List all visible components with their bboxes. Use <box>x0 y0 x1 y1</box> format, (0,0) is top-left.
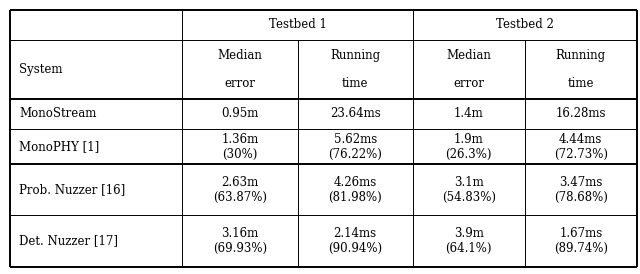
Text: 3.47ms
(78.68%): 3.47ms (78.68%) <box>554 176 608 204</box>
Text: 1.67ms
(89.74%): 1.67ms (89.74%) <box>554 227 608 255</box>
Text: 23.64ms: 23.64ms <box>330 107 381 120</box>
Text: Running

time: Running time <box>330 49 380 90</box>
Text: 1.4m: 1.4m <box>454 107 484 120</box>
Text: System: System <box>19 63 63 76</box>
Text: 1.36m
(30%): 1.36m (30%) <box>221 133 259 161</box>
Text: MonoPHY [1]: MonoPHY [1] <box>19 140 99 153</box>
Text: Prob. Nuzzer [16]: Prob. Nuzzer [16] <box>19 183 125 196</box>
Text: 16.28ms: 16.28ms <box>556 107 606 120</box>
Text: Testbed 1: Testbed 1 <box>269 18 326 31</box>
Text: Testbed 2: Testbed 2 <box>496 18 554 31</box>
Text: 3.16m
(69.93%): 3.16m (69.93%) <box>213 227 267 255</box>
Text: 2.14ms
(90.94%): 2.14ms (90.94%) <box>328 227 382 255</box>
Text: 0.95m: 0.95m <box>221 107 259 120</box>
Text: Median

error: Median error <box>218 49 262 90</box>
Text: 4.26ms
(81.98%): 4.26ms (81.98%) <box>328 176 382 204</box>
Text: 4.44ms
(72.73%): 4.44ms (72.73%) <box>554 133 608 161</box>
Text: Median

error: Median error <box>446 49 492 90</box>
Text: 3.9m
(64.1%): 3.9m (64.1%) <box>445 227 492 255</box>
Text: Det. Nuzzer [17]: Det. Nuzzer [17] <box>19 235 118 248</box>
Text: 1.9m
(26.3%): 1.9m (26.3%) <box>445 133 492 161</box>
Text: Running

time: Running time <box>556 49 606 90</box>
Text: MonoStream: MonoStream <box>19 107 97 120</box>
Text: 5.62ms
(76.22%): 5.62ms (76.22%) <box>328 133 382 161</box>
Text: 2.63m
(63.87%): 2.63m (63.87%) <box>213 176 267 204</box>
Text: 3.1m
(54.83%): 3.1m (54.83%) <box>442 176 496 204</box>
